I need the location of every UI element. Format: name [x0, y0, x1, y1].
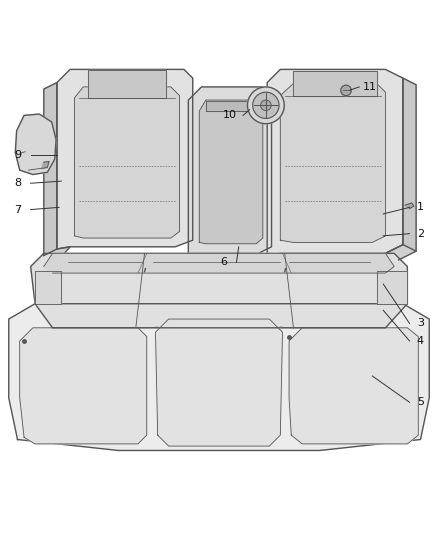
Polygon shape	[35, 271, 61, 304]
Polygon shape	[20, 328, 147, 444]
Polygon shape	[188, 87, 272, 253]
Text: 10: 10	[223, 110, 237, 120]
Text: 1: 1	[417, 203, 424, 212]
Text: 11: 11	[363, 82, 377, 92]
Polygon shape	[405, 203, 414, 209]
Circle shape	[247, 87, 284, 124]
Polygon shape	[199, 100, 263, 244]
Polygon shape	[88, 70, 166, 98]
Polygon shape	[9, 304, 429, 450]
Polygon shape	[267, 69, 403, 255]
Circle shape	[341, 85, 351, 96]
Text: 4: 4	[417, 336, 424, 346]
Text: 6: 6	[220, 257, 227, 267]
Polygon shape	[31, 253, 407, 328]
Circle shape	[261, 100, 271, 110]
Polygon shape	[155, 319, 283, 446]
Polygon shape	[293, 71, 377, 96]
Text: 9: 9	[14, 150, 21, 160]
Circle shape	[253, 92, 279, 118]
Polygon shape	[15, 114, 56, 174]
Text: 8: 8	[14, 178, 21, 188]
Polygon shape	[403, 78, 416, 251]
Text: 2: 2	[417, 229, 424, 239]
Text: 3: 3	[417, 318, 424, 328]
Polygon shape	[42, 161, 49, 168]
Polygon shape	[44, 83, 57, 255]
Polygon shape	[44, 253, 394, 273]
Polygon shape	[57, 69, 193, 249]
Text: 5: 5	[417, 397, 424, 407]
Polygon shape	[280, 84, 385, 243]
Polygon shape	[385, 245, 416, 260]
Text: 7: 7	[14, 205, 21, 215]
Polygon shape	[289, 328, 418, 444]
Polygon shape	[206, 101, 256, 111]
Polygon shape	[377, 271, 407, 304]
Polygon shape	[74, 87, 180, 238]
Polygon shape	[44, 247, 70, 262]
